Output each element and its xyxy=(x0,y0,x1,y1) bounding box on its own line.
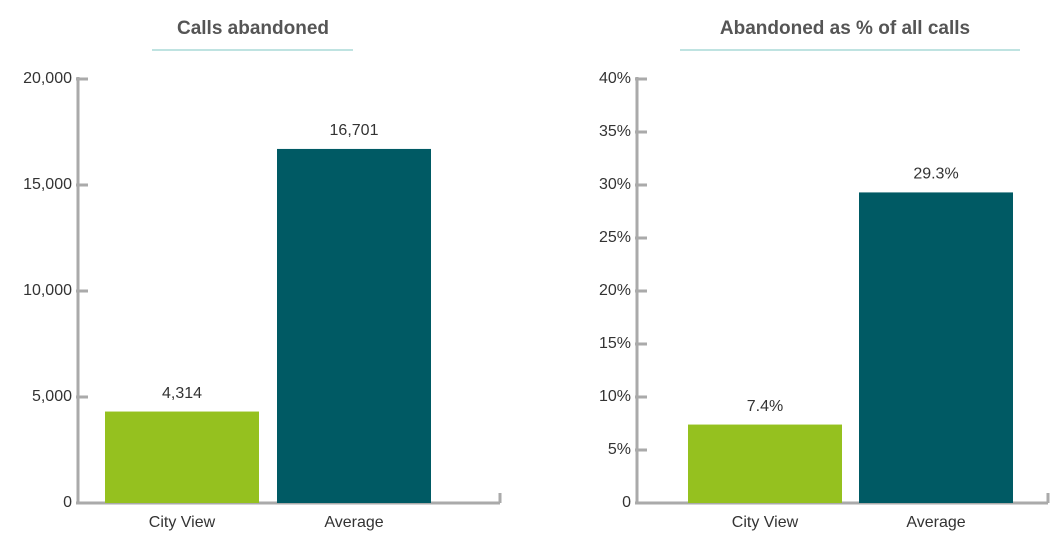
y-tick-label: 0 xyxy=(622,494,631,511)
x-tick-label: City View xyxy=(732,514,799,531)
value-label: 4,314 xyxy=(162,385,202,402)
value-label: 7.4% xyxy=(747,398,783,415)
x-tick-label: City View xyxy=(149,514,216,531)
x-tick-label: Average xyxy=(906,514,965,531)
bar xyxy=(105,411,259,503)
bar xyxy=(277,148,431,504)
y-tick-label: 5% xyxy=(608,441,631,458)
value-label: 16,701 xyxy=(330,122,379,139)
y-tick-label: 40% xyxy=(599,70,631,87)
value-label: 29.3% xyxy=(913,166,958,183)
bar xyxy=(688,424,842,503)
y-tick-label: 5,000 xyxy=(32,388,72,405)
chart-title: Abandoned as % of all calls xyxy=(720,18,970,39)
y-tick-label: 35% xyxy=(599,123,631,140)
y-tick-label: 10,000 xyxy=(23,282,72,299)
y-tick-label: 20% xyxy=(599,282,631,299)
bar xyxy=(859,192,1013,504)
y-tick-label: 25% xyxy=(599,229,631,246)
y-tick-label: 10% xyxy=(599,388,631,405)
chart-title: Calls abandoned xyxy=(177,18,329,39)
y-tick-label: 0 xyxy=(63,494,72,511)
x-tick-label: Average xyxy=(324,514,383,531)
y-tick-label: 15% xyxy=(599,335,631,352)
y-tick-label: 20,000 xyxy=(23,70,72,87)
y-tick-label: 15,000 xyxy=(23,176,72,193)
y-tick-label: 30% xyxy=(599,176,631,193)
